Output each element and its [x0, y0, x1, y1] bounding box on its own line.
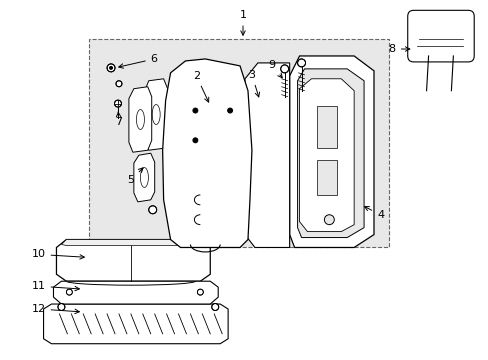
Circle shape [297, 59, 305, 67]
Circle shape [280, 65, 288, 73]
Text: 9: 9 [268, 60, 282, 78]
Polygon shape [289, 56, 373, 247]
Text: 2: 2 [192, 71, 208, 102]
Circle shape [114, 100, 121, 107]
Circle shape [116, 81, 122, 87]
Polygon shape [317, 160, 337, 195]
Polygon shape [317, 105, 337, 148]
Text: 6: 6 [119, 54, 158, 68]
Polygon shape [61, 239, 205, 246]
Circle shape [148, 206, 156, 214]
Text: 5: 5 [127, 168, 143, 185]
Text: 1: 1 [239, 10, 246, 35]
Circle shape [192, 138, 198, 143]
Text: 8: 8 [388, 44, 409, 54]
Polygon shape [56, 239, 210, 281]
Text: 4: 4 [364, 207, 383, 220]
Circle shape [58, 303, 65, 310]
Circle shape [109, 66, 112, 69]
Polygon shape [297, 69, 364, 238]
Polygon shape [244, 63, 289, 247]
Polygon shape [43, 304, 228, 344]
Circle shape [107, 64, 115, 72]
Circle shape [324, 215, 334, 225]
Text: 10: 10 [32, 249, 84, 260]
Polygon shape [129, 87, 151, 152]
Text: 12: 12 [31, 304, 79, 314]
Circle shape [197, 289, 203, 295]
Text: 3: 3 [248, 70, 259, 97]
Polygon shape [144, 79, 167, 150]
Polygon shape [163, 59, 251, 247]
Text: 7: 7 [115, 112, 122, 127]
Circle shape [192, 108, 198, 113]
Polygon shape [134, 153, 154, 202]
Circle shape [227, 108, 232, 113]
Polygon shape [299, 79, 353, 231]
FancyBboxPatch shape [407, 10, 473, 62]
Polygon shape [53, 281, 218, 304]
Text: 11: 11 [32, 281, 79, 291]
Bar [89, 39, 388, 247]
Circle shape [211, 303, 218, 310]
Circle shape [66, 289, 72, 295]
